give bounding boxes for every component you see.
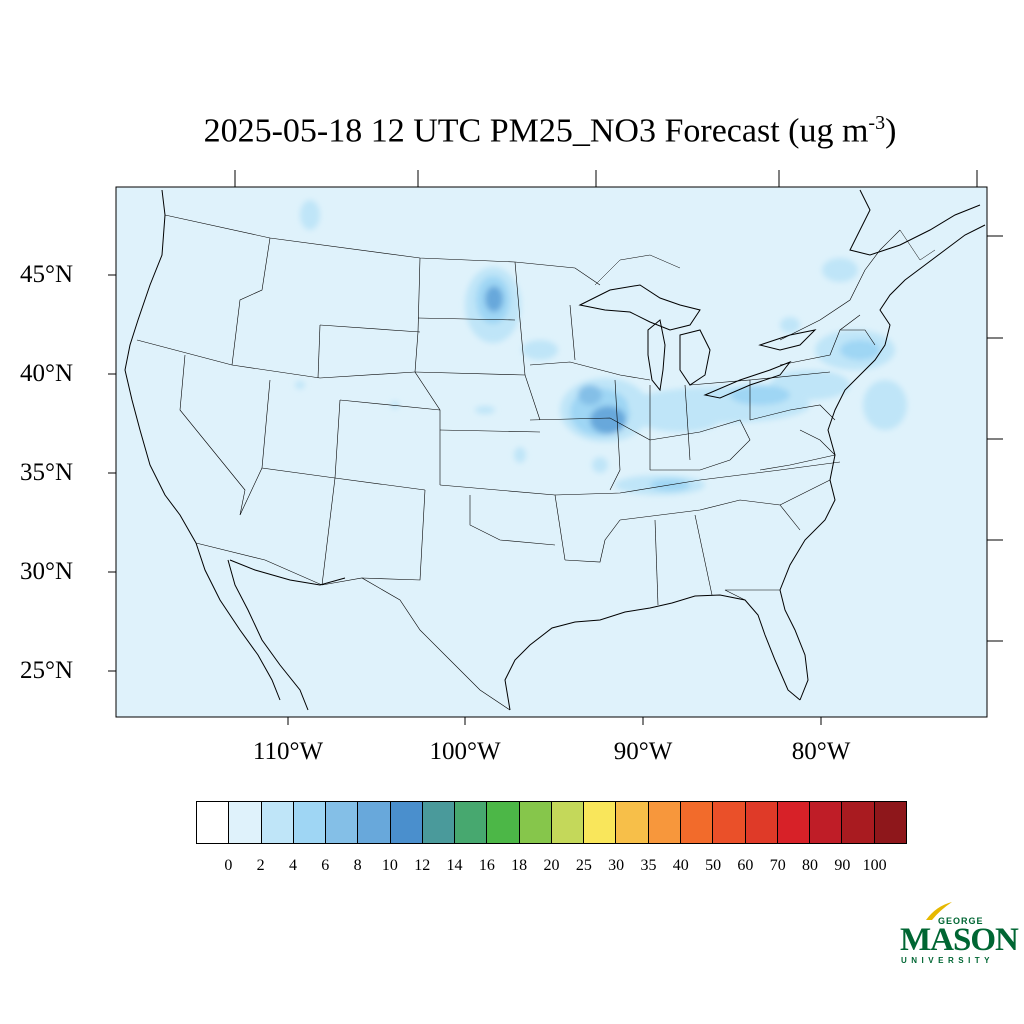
colorbar-cell	[713, 802, 746, 843]
colorbar-cell	[584, 802, 617, 843]
colorbar-tick-label: 10	[381, 857, 398, 874]
colorbar-cell	[390, 802, 423, 843]
colorbar-cell	[616, 802, 649, 843]
lat-label-45: 45°N	[20, 261, 74, 288]
colorbar-cell	[874, 802, 906, 843]
coastlines	[124, 189, 986, 711]
plot-title: 2025-05-18 12 UTC PM25_NO3 Forecast (ug …	[203, 112, 897, 150]
state-borders	[136, 214, 901, 711]
colorbar-tick-label: 100	[862, 857, 887, 874]
canada-borders	[594, 229, 936, 286]
colorbar-tick-label: 40	[672, 857, 689, 874]
colorbar-tick-label: 70	[769, 857, 786, 874]
colorbar-tick-label: 12	[414, 857, 431, 874]
colorbar-tick-label: 4	[288, 857, 297, 874]
colorbar-tick-label: 16	[478, 857, 495, 874]
colorbar-tick-label: 50	[705, 857, 722, 874]
lon-label-90w: 90°W	[613, 738, 673, 765]
colorbar-tick-label: 6	[321, 857, 330, 874]
lon-label-110w: 110°W	[252, 738, 324, 765]
colorbar-cell	[326, 802, 359, 843]
logo-line-university: UNIVERSITY	[901, 956, 995, 965]
colorbar-tick-label: 8	[353, 857, 362, 874]
colorbar-tick-label: 18	[511, 857, 528, 874]
gmu-logo: GEORGE MASON UNIVERSITY	[900, 900, 1019, 970]
colorbar-cell	[422, 802, 456, 843]
colorbar-cell	[551, 802, 585, 843]
lat-label-25: 25°N	[20, 657, 74, 684]
colorbar-cell	[197, 802, 230, 843]
colorbar-cell	[293, 802, 327, 843]
colorbar-cell	[229, 802, 262, 843]
colorbar-cell	[680, 802, 714, 843]
colorbar	[196, 801, 907, 844]
colorbar-cell	[648, 802, 681, 843]
lon-label-80w: 80°W	[791, 738, 851, 765]
colorbar-cell	[358, 802, 391, 843]
axis-ticks	[108, 170, 1003, 725]
colorbar-tick-label: 30	[608, 857, 625, 874]
colorbar-tick-label: 0	[224, 857, 233, 874]
plume-south-dakota	[465, 267, 558, 360]
colorbar-tick-label: 25	[575, 857, 592, 874]
lat-label-35: 35°N	[20, 459, 74, 486]
logo-line-mason: MASON	[900, 922, 1019, 958]
colorbar-tick-label: 60	[737, 857, 754, 874]
lat-label-30: 30°N	[20, 558, 74, 585]
colorbar-tick-label: 35	[640, 857, 657, 874]
colorbar-cell	[455, 802, 488, 843]
colorbar-tick-label: 2	[256, 857, 265, 874]
torch-icon	[926, 902, 952, 920]
colorbar-tick-label: 20	[543, 857, 560, 874]
colorbar-cell	[777, 802, 811, 843]
colorbar-cell	[810, 802, 843, 843]
colorbar-cell	[487, 802, 520, 843]
lon-label-100w: 100°W	[429, 738, 501, 765]
logo-line-george: GEORGE	[938, 916, 984, 926]
colorbar-tick-label: 90	[834, 857, 851, 874]
colorbar-tick-label: 14	[446, 857, 463, 874]
plume-ohio-valley	[630, 370, 850, 432]
colorbar-cell	[745, 802, 778, 843]
colorbar-cell	[261, 802, 294, 843]
colorbar-cell	[519, 802, 552, 843]
colorbar-tick-label: 80	[802, 857, 819, 874]
colorbar-cell	[842, 802, 875, 843]
lat-label-40: 40°N	[20, 360, 74, 387]
plume-minor	[295, 200, 526, 463]
